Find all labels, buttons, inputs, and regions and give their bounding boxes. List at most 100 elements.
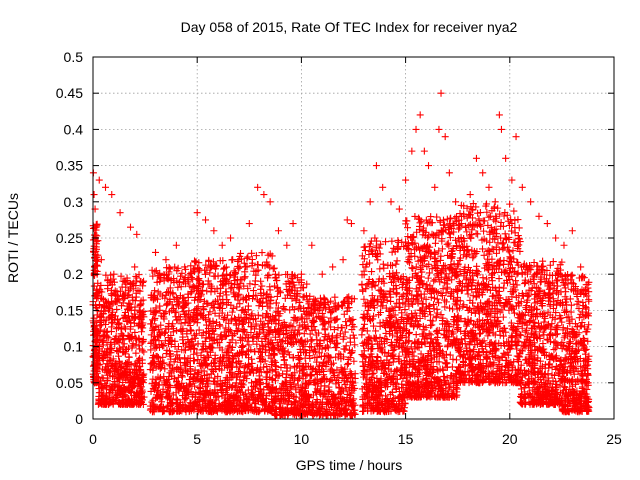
data-point (90, 378, 98, 386)
data-point (206, 335, 214, 343)
data-point (222, 324, 230, 332)
data-point (250, 267, 258, 275)
data-point (195, 383, 203, 391)
data-point (161, 294, 169, 302)
data-point (430, 301, 438, 309)
data-point (201, 404, 209, 412)
data-point (284, 348, 292, 356)
data-point (225, 326, 233, 334)
data-point (131, 310, 139, 318)
data-point (95, 380, 103, 388)
data-point (175, 278, 183, 286)
data-point (259, 295, 267, 303)
data-point (307, 372, 315, 380)
data-point (404, 258, 412, 266)
data-point (93, 327, 101, 335)
data-point (248, 249, 256, 257)
data-point (276, 324, 284, 332)
data-point (155, 405, 163, 413)
data-point (110, 365, 118, 373)
data-point (210, 377, 218, 385)
data-point (216, 292, 224, 300)
data-point (240, 326, 248, 334)
data-point (475, 316, 483, 324)
data-point (113, 305, 121, 313)
data-point (428, 230, 436, 238)
data-point (264, 261, 272, 269)
data-point (149, 351, 157, 359)
data-point (257, 317, 265, 325)
data-point (228, 406, 236, 414)
data-point (266, 263, 274, 271)
data-point (109, 308, 117, 316)
data-point (132, 389, 140, 397)
data-point (254, 266, 262, 274)
data-point (272, 366, 280, 374)
data-point (206, 308, 214, 316)
data-point (147, 346, 155, 354)
data-point (271, 333, 279, 341)
data-point (279, 304, 287, 312)
data-point (290, 339, 298, 347)
data-point (293, 292, 301, 300)
data-point (236, 401, 244, 409)
data-point (252, 330, 260, 338)
data-point (174, 295, 182, 303)
data-point (249, 334, 257, 342)
data-point (127, 306, 135, 314)
data-point (98, 391, 106, 399)
data-point (150, 359, 158, 367)
data-point (307, 337, 315, 345)
data-point (187, 327, 195, 335)
data-point (247, 312, 255, 320)
data-point (99, 356, 107, 364)
data-point (186, 282, 194, 290)
data-point (198, 375, 206, 383)
chart-title: Day 058 of 2015, Rate Of TEC Index for r… (181, 19, 518, 35)
data-point (151, 403, 159, 411)
data-point (91, 254, 99, 262)
data-point (226, 398, 234, 406)
data-point (174, 283, 182, 291)
data-point (151, 314, 159, 322)
data-point (238, 335, 246, 343)
data-point (290, 380, 298, 388)
data-point (178, 304, 186, 312)
data-point (116, 386, 124, 394)
data-point (129, 368, 137, 376)
data-point (229, 304, 237, 312)
data-point (244, 386, 252, 394)
data-point (285, 394, 293, 402)
data-point (290, 313, 298, 321)
data-point (162, 350, 170, 358)
data-point (171, 375, 179, 383)
data-point (245, 360, 253, 368)
data-point (140, 393, 148, 401)
data-point (160, 407, 168, 415)
data-point (119, 299, 127, 307)
data-point (220, 314, 228, 322)
data-point (258, 282, 266, 290)
data-point (173, 400, 181, 408)
data-point (160, 359, 168, 367)
data-point (392, 260, 400, 268)
data-point (173, 267, 181, 275)
data-point (211, 287, 219, 295)
data-point (220, 315, 228, 323)
data-point (185, 307, 193, 315)
data-point (443, 240, 451, 248)
data-point (282, 379, 290, 387)
data-point (298, 336, 306, 344)
data-point (121, 314, 129, 322)
data-point (179, 333, 187, 341)
data-point (300, 330, 308, 338)
data-point (107, 277, 115, 285)
data-point (108, 281, 116, 289)
data-point (239, 319, 247, 327)
data-point (268, 367, 276, 375)
data-point (124, 331, 132, 339)
data-point (166, 298, 174, 306)
data-point (157, 340, 165, 348)
data-point (259, 302, 267, 310)
data-point (281, 396, 289, 404)
